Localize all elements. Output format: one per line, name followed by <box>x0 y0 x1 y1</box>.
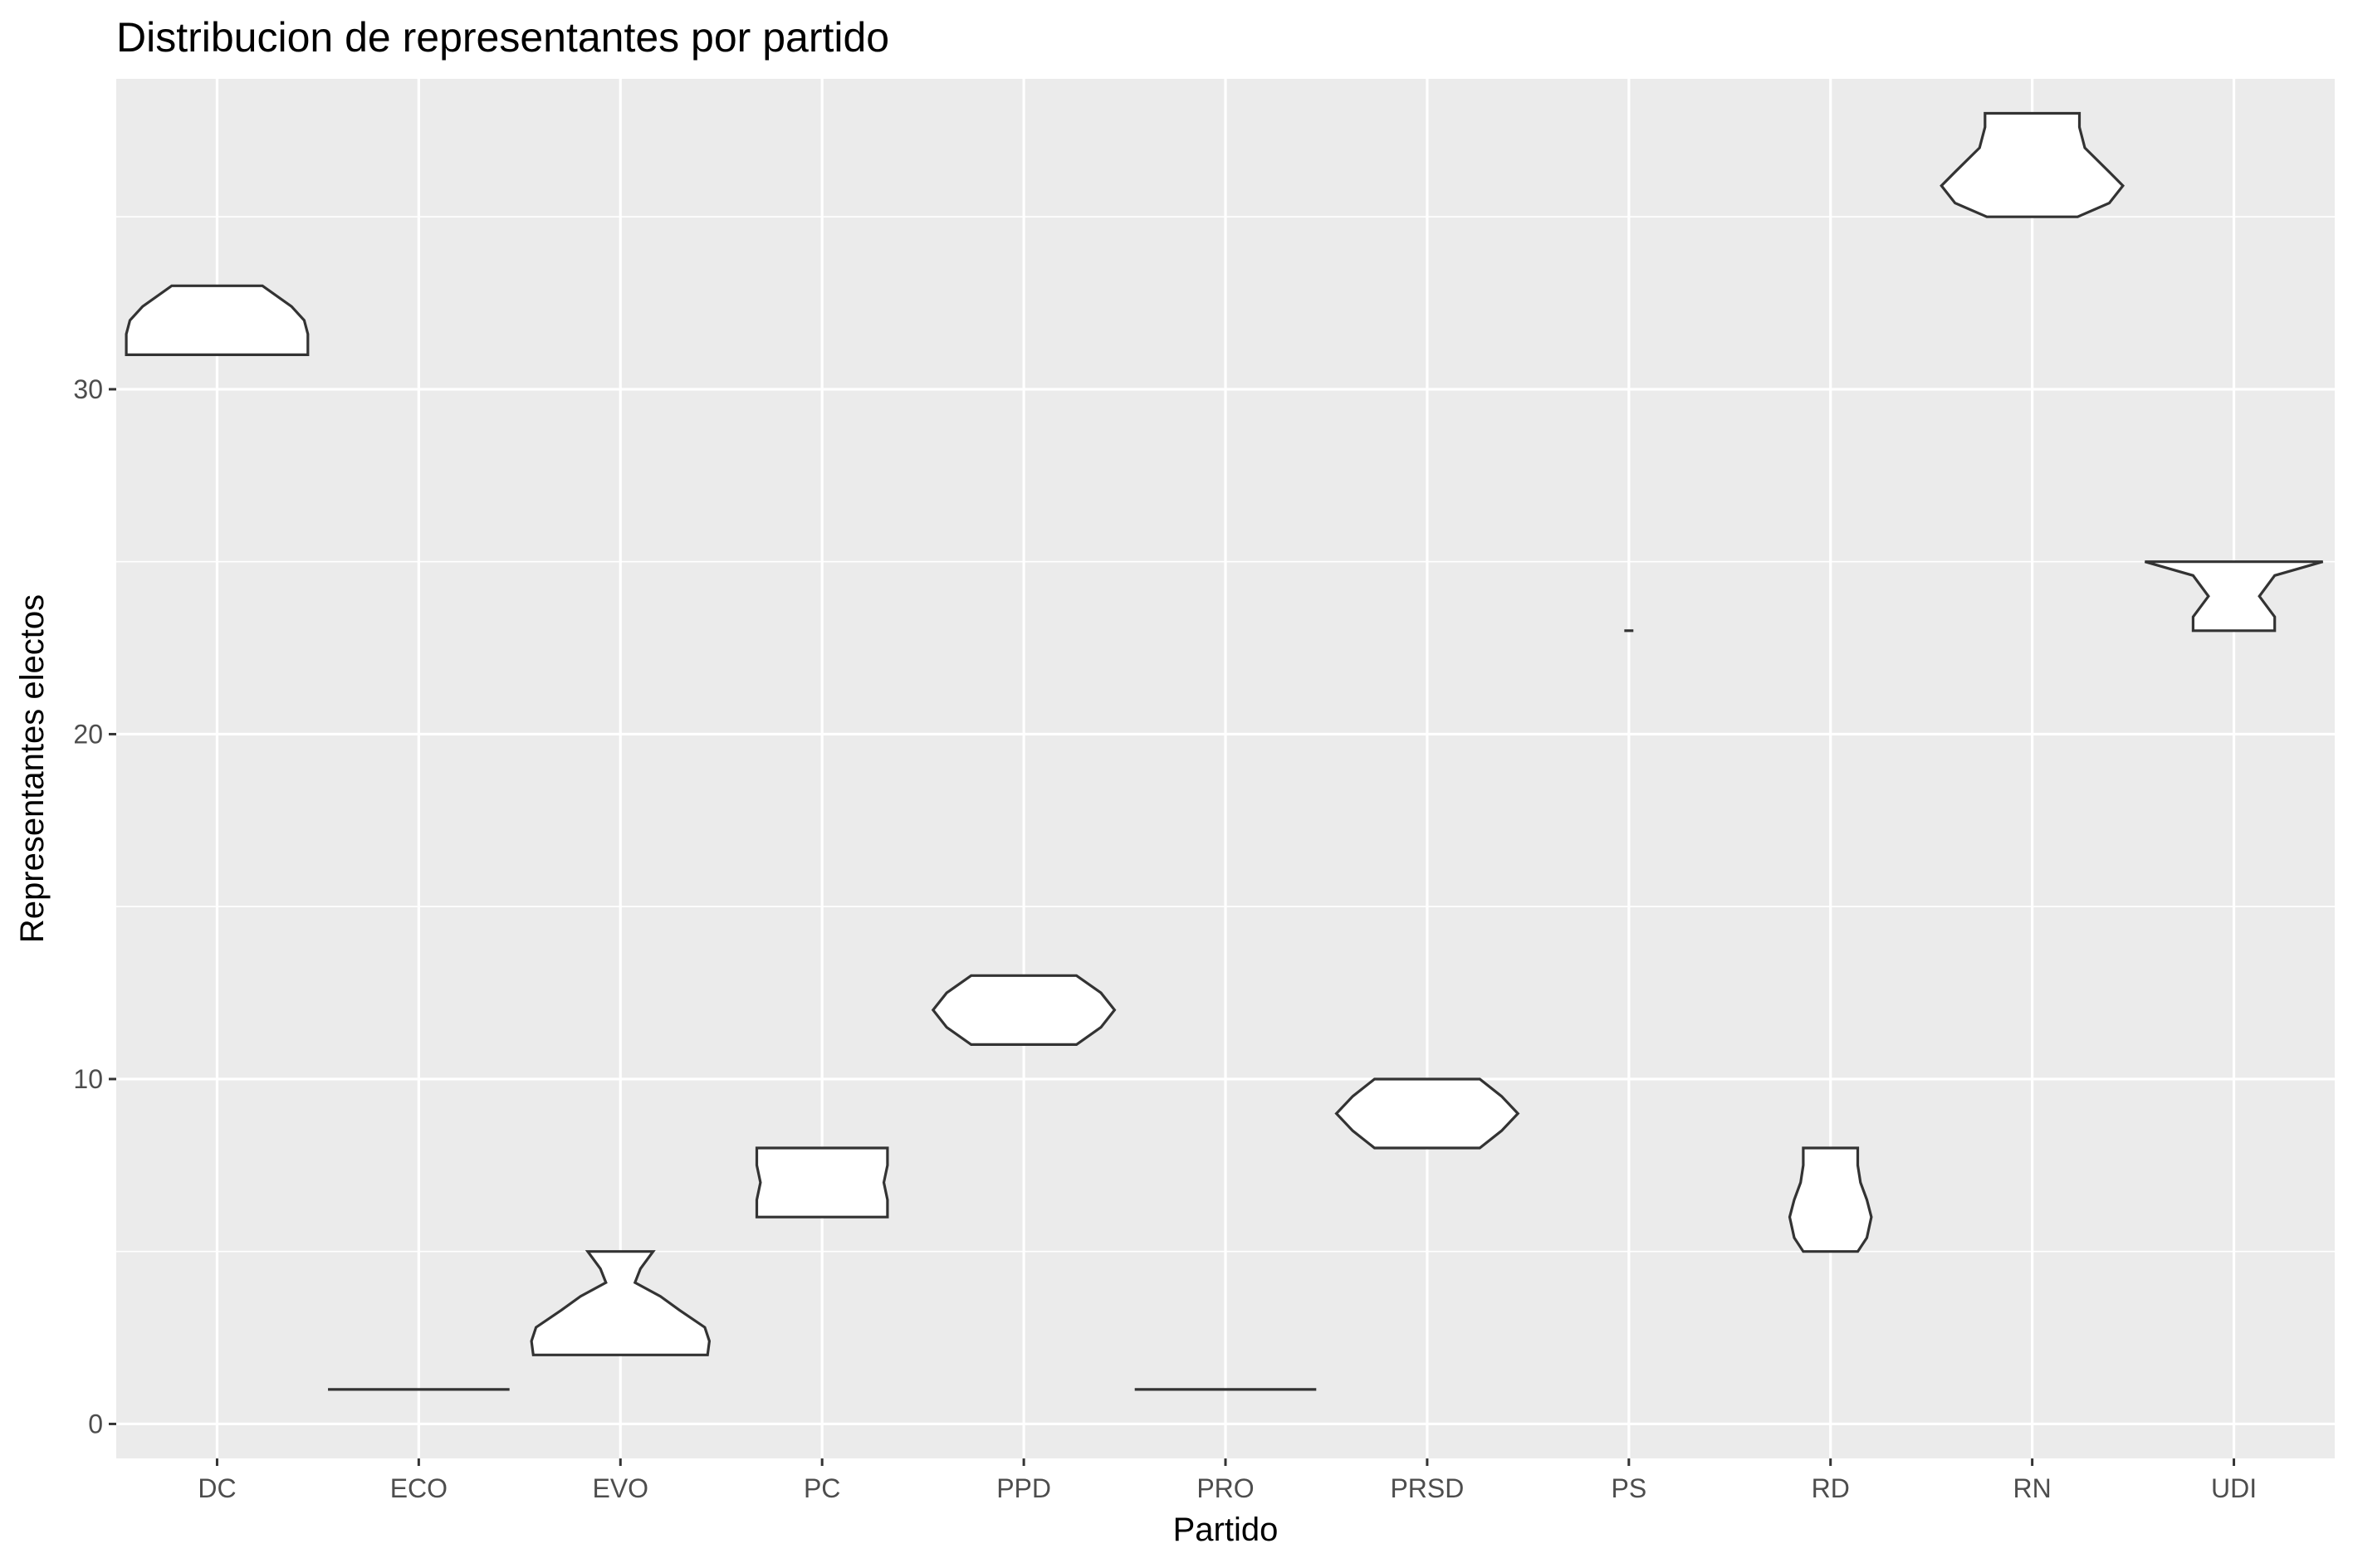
x-tick-label: PRSD <box>1390 1473 1464 1503</box>
violin-evo <box>530 1250 712 1356</box>
chart-title: Distribucion de representantes por parti… <box>116 14 889 61</box>
x-tick-label: ECO <box>390 1473 448 1503</box>
x-tick-label: EVO <box>592 1473 648 1503</box>
violin-pc <box>755 1146 889 1219</box>
x-tick-label: DC <box>198 1473 236 1503</box>
y-tick-label: 0 <box>88 1409 103 1439</box>
x-tick-label: PS <box>1611 1473 1646 1503</box>
x-axis: DC ECO EVO PC PPD PRO PRSD PS RD RN UDI <box>198 1458 2257 1503</box>
y-tick-label: 30 <box>73 374 103 404</box>
violin-udi <box>2144 560 2324 633</box>
violin-prsd <box>1334 1077 1520 1150</box>
y-axis-title: Representantes electos <box>14 594 51 943</box>
violin-dc <box>125 284 310 356</box>
violin-rd <box>1788 1146 1873 1253</box>
x-tick-label: PPD <box>996 1473 1051 1503</box>
x-axis-title: Partido <box>1173 1512 1279 1548</box>
x-tick-label: UDI <box>2211 1473 2257 1503</box>
violin-rn <box>1940 111 2126 218</box>
x-tick-label: PRO <box>1196 1473 1254 1503</box>
y-tick-label: 20 <box>73 719 103 749</box>
x-tick-label: RD <box>1812 1473 1850 1503</box>
x-tick-label: RN <box>2013 1473 2052 1503</box>
violin-ppd <box>931 974 1117 1046</box>
y-axis: 0 10 20 30 <box>73 374 116 1439</box>
y-tick-label: 10 <box>73 1064 103 1094</box>
x-tick-label: PC <box>804 1473 840 1503</box>
violins <box>125 111 2324 1391</box>
